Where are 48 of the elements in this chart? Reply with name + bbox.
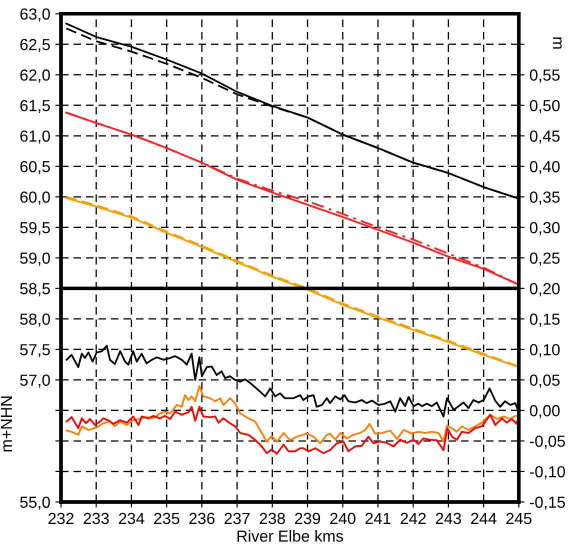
- y-tick-label: 61,0: [20, 130, 50, 144]
- y2-tick-label: -0,05: [530, 436, 565, 449]
- y2-tick-label: -0,10: [530, 466, 566, 480]
- x-tick-label: 241: [365, 512, 391, 524]
- y2-tick-label: 0,45: [530, 130, 560, 144]
- x-tick-label: 238: [260, 512, 285, 524]
- y2-tick-label: 0,50: [530, 100, 560, 114]
- x-tick-label: 239: [295, 512, 320, 524]
- y2-tick-label: 0,30: [530, 222, 560, 236]
- line-series: [66, 385, 519, 444]
- y-tick-label: 62,0: [20, 69, 50, 83]
- y-tick-label: 58,0: [20, 314, 50, 327]
- y-tick-label: 60,0: [20, 191, 50, 205]
- x-tick-label: 242: [400, 512, 426, 524]
- y-tick-label: 63,0: [20, 8, 50, 22]
- y-tick-label: 55,0: [20, 496, 50, 510]
- y-tick-label: 58,5: [20, 283, 50, 296]
- y2-tick-label: 0,25: [530, 252, 560, 266]
- x-tick-label: 234: [118, 512, 144, 524]
- x-tick-label: 237: [224, 512, 250, 524]
- y-tick-label: 61,5: [20, 100, 50, 114]
- x-tick-label: 245: [506, 512, 532, 524]
- y2-tick-label: 0,10: [530, 344, 560, 358]
- x-tick-label: 232: [48, 512, 74, 524]
- x-axis-title: River Elbe kms: [238, 530, 344, 542]
- y2-axis-title: m: [553, 37, 562, 49]
- line-series: [66, 406, 519, 455]
- y2-tick-label: 0,05: [530, 374, 560, 388]
- y-tick-label: 57,0: [20, 374, 50, 388]
- y2-tick-label: 0,15: [530, 314, 560, 327]
- y2-tick-label: 0,35: [530, 191, 560, 205]
- x-tick-label: 243: [436, 512, 462, 524]
- x-tick-label: 233: [84, 512, 109, 524]
- x-tick-label: 240: [330, 512, 356, 524]
- x-tick-label: 244: [471, 512, 496, 524]
- y2-tick-label: -0,15: [530, 496, 565, 510]
- y-tick-label: 59,0: [20, 252, 50, 266]
- y-tick-label: 60,5: [20, 160, 50, 174]
- x-tick-label: 236: [189, 512, 214, 524]
- x-tick-label: 235: [154, 512, 180, 524]
- y-tick-label: 57,5: [20, 344, 50, 358]
- y2-tick-label: 0,20: [530, 283, 560, 296]
- y2-tick-label: 0,55: [530, 69, 560, 83]
- y-tick-label: 62,5: [20, 38, 50, 52]
- y2-tick-label: 0,00: [530, 405, 560, 418]
- y2-tick-label: 0,40: [530, 160, 560, 174]
- y-axis-title: m+NHN: [0, 396, 12, 452]
- y-tick-label: 59,5: [20, 222, 50, 236]
